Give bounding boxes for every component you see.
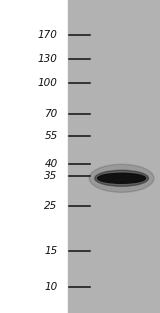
Ellipse shape (89, 164, 154, 192)
Text: 100: 100 (38, 78, 58, 88)
Text: 130: 130 (38, 54, 58, 64)
Text: 15: 15 (44, 246, 58, 256)
Text: 35: 35 (44, 171, 58, 181)
Bar (68, 0, 160, 313)
Text: 10: 10 (44, 282, 58, 292)
Ellipse shape (98, 173, 146, 183)
Ellipse shape (95, 170, 148, 186)
Text: 170: 170 (38, 30, 58, 40)
Text: 25: 25 (44, 201, 58, 211)
Text: 70: 70 (44, 109, 58, 119)
Text: 40: 40 (44, 159, 58, 169)
Text: 55: 55 (44, 131, 58, 141)
